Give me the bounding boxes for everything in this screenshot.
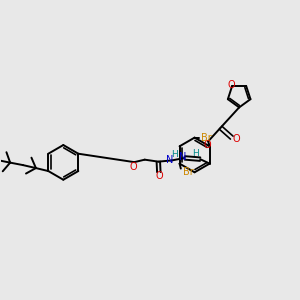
Text: O: O <box>227 80 235 90</box>
Text: N: N <box>166 155 173 165</box>
Text: H: H <box>172 151 178 160</box>
Text: O: O <box>232 134 240 144</box>
Text: O: O <box>203 140 211 150</box>
Text: N: N <box>179 152 186 162</box>
Text: O: O <box>129 162 137 172</box>
Text: H: H <box>192 149 199 158</box>
Text: Br: Br <box>183 167 194 177</box>
Text: O: O <box>155 171 163 181</box>
Text: Br: Br <box>201 133 212 142</box>
